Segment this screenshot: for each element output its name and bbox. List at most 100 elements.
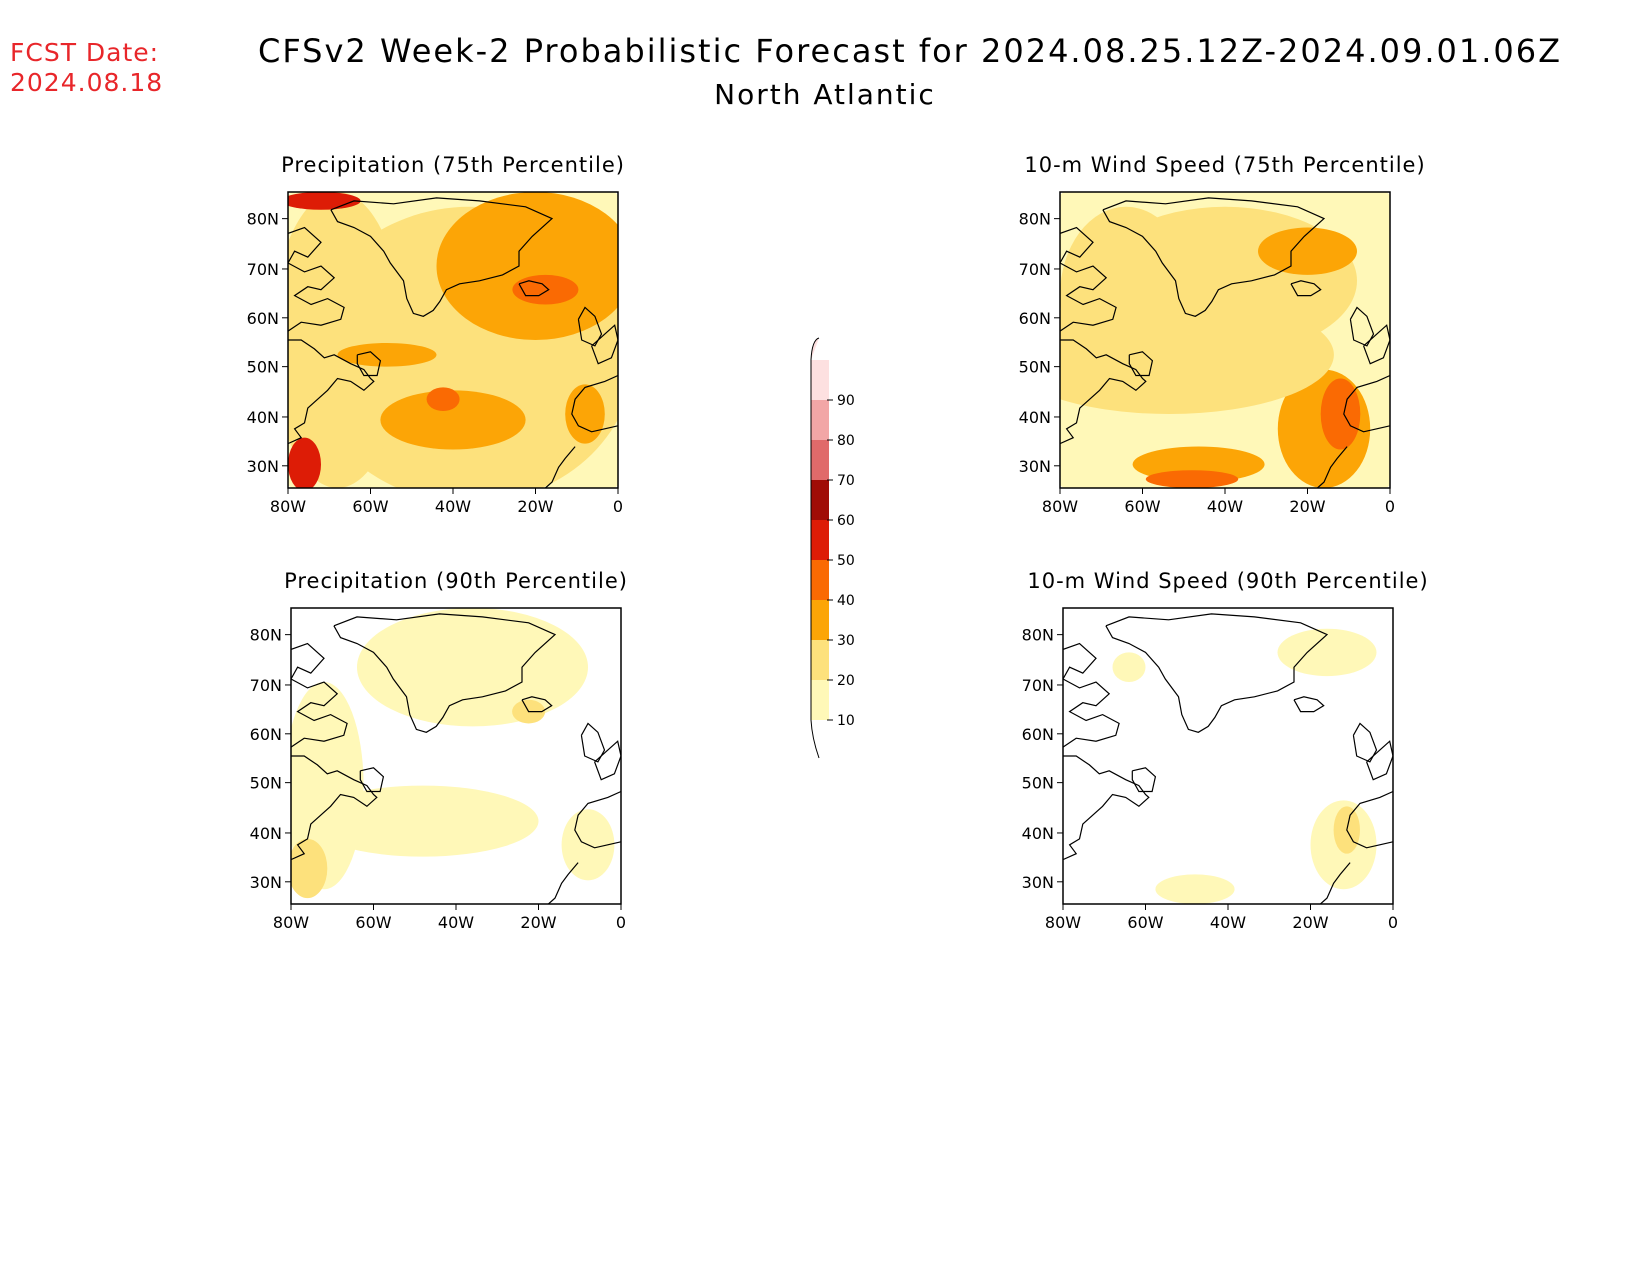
coastline-iceland	[1293, 696, 1325, 713]
lat-tick-label: 30N	[1019, 457, 1051, 476]
coastline-arctic	[291, 642, 348, 748]
coastline-labrador	[291, 755, 378, 861]
lon-tick-label: 40W	[1207, 497, 1243, 516]
coastline-newfound	[1131, 767, 1157, 793]
lat-tick-label: 40N	[250, 824, 282, 843]
shaded-region	[561, 809, 615, 881]
coastline-iberia	[1346, 790, 1393, 849]
shaded-region	[1132, 446, 1265, 483]
figure-title-block: CFSv2 Week-2 Probabilistic Forecast for …	[0, 32, 1650, 111]
shaded-region	[291, 838, 328, 899]
shaded-region	[1112, 652, 1146, 682]
lon-tick-label: 60W	[355, 913, 391, 932]
map-frame	[1062, 607, 1394, 905]
shaded-region	[1310, 800, 1377, 890]
colorbar-swatch	[811, 520, 829, 560]
shaded-region	[1258, 227, 1357, 275]
coastline-labrador	[288, 339, 375, 445]
lat-tick-label: 60N	[247, 309, 279, 328]
shaded-region	[304, 206, 618, 488]
shaded-region	[288, 437, 321, 488]
shaded-region	[288, 192, 361, 210]
lat-tick-label: 40N	[1022, 824, 1054, 843]
forecast-date-value: 2024.08.18	[10, 68, 164, 97]
map-panel-precip90: Precipitation (90th Percentile) 80N 70N 60N…	[250, 569, 627, 932]
shaded-region	[426, 387, 460, 412]
lat-tick-label: 80N	[1019, 210, 1051, 229]
map-frame	[1059, 191, 1391, 489]
shaded-region	[1155, 874, 1235, 904]
lon-tick-label: 0	[613, 497, 623, 516]
shaded-region	[1145, 470, 1239, 488]
coastline-britain	[580, 722, 606, 763]
lat-tick-label: 40N	[1019, 408, 1051, 427]
coastline-arctic	[1060, 226, 1117, 332]
shaded-region	[512, 699, 546, 724]
colorbar-swatch	[811, 480, 829, 520]
shaded-region	[1320, 378, 1361, 450]
coastline-africa	[545, 446, 576, 488]
panel-title: 10-m Wind Speed (90th Percentile)	[1027, 569, 1428, 593]
probability-field	[288, 192, 618, 488]
coastline-newfound	[1128, 351, 1154, 377]
colorbar-tip	[810, 337, 820, 361]
panel-title: Precipitation (75th Percentile)	[281, 153, 625, 177]
lat-tick-label: 80N	[1022, 626, 1054, 645]
shaded-region	[1277, 369, 1371, 488]
coastline-europe	[1363, 324, 1390, 365]
coastline-britain	[1349, 306, 1375, 347]
lon-tick-label: 80W	[1042, 497, 1078, 516]
coastline-africa	[548, 862, 579, 904]
lon-tick-label: 40W	[435, 497, 471, 516]
lat-tick-label: 30N	[250, 873, 282, 892]
map-frame	[287, 191, 619, 489]
lon-tick-label: 80W	[273, 913, 309, 932]
lat-tick-label: 70N	[1022, 676, 1054, 695]
coastline-newfound	[359, 767, 385, 793]
lon-tick-label: 60W	[1127, 913, 1163, 932]
shaded-region	[1277, 628, 1377, 677]
lon-tick-label: 20W	[1289, 497, 1325, 516]
colorbar-label: 10	[837, 713, 855, 729]
coastline-labrador	[1063, 755, 1150, 861]
shaded-region	[512, 274, 579, 305]
colorbar-label: 80	[837, 433, 855, 449]
lon-tick-label: 20W	[1292, 913, 1328, 932]
coastline-britain	[577, 306, 603, 347]
coastline-iceland	[518, 280, 550, 297]
lat-tick-label: 30N	[1022, 873, 1054, 892]
colorbar-label: 40	[837, 593, 855, 609]
lat-tick-label: 40N	[247, 408, 279, 427]
lon-tick-label: 0	[1385, 497, 1395, 516]
colorbar-label: 50	[837, 553, 855, 569]
colorbar-tail	[810, 719, 820, 759]
coastline-greenland	[1105, 613, 1329, 733]
coastline-iceland	[521, 696, 553, 713]
lat-tick-label: 70N	[247, 260, 279, 279]
coastline-europe	[594, 740, 621, 781]
shaded-region	[1060, 206, 1192, 385]
probability-field	[291, 608, 615, 899]
probability-field	[1112, 628, 1377, 904]
forecast-date-label: FCST Date:	[10, 38, 160, 67]
coastline-newfound	[356, 351, 382, 377]
coastline-greenland	[1102, 197, 1326, 317]
colorbar-swatch	[811, 360, 829, 400]
figure-title: CFSv2 Week-2 Probabilistic Forecast for …	[257, 32, 1563, 70]
coastlines	[1063, 613, 1393, 904]
lat-tick-label: 30N	[247, 457, 279, 476]
colorbar-label: 90	[837, 393, 855, 409]
lon-tick-label: 60W	[352, 497, 388, 516]
shaded-region	[357, 608, 588, 727]
shaded-region	[380, 390, 526, 450]
coastlines	[1060, 197, 1390, 488]
lat-tick-label: 70N	[250, 676, 282, 695]
lat-tick-label: 50N	[1019, 358, 1051, 377]
lat-tick-label: 60N	[1019, 309, 1051, 328]
lon-tick-label: 40W	[438, 913, 474, 932]
coastline-iceland	[1290, 280, 1322, 297]
shaded-region	[436, 192, 618, 340]
coastline-europe	[1366, 740, 1393, 781]
colorbar-label: 20	[837, 673, 855, 689]
